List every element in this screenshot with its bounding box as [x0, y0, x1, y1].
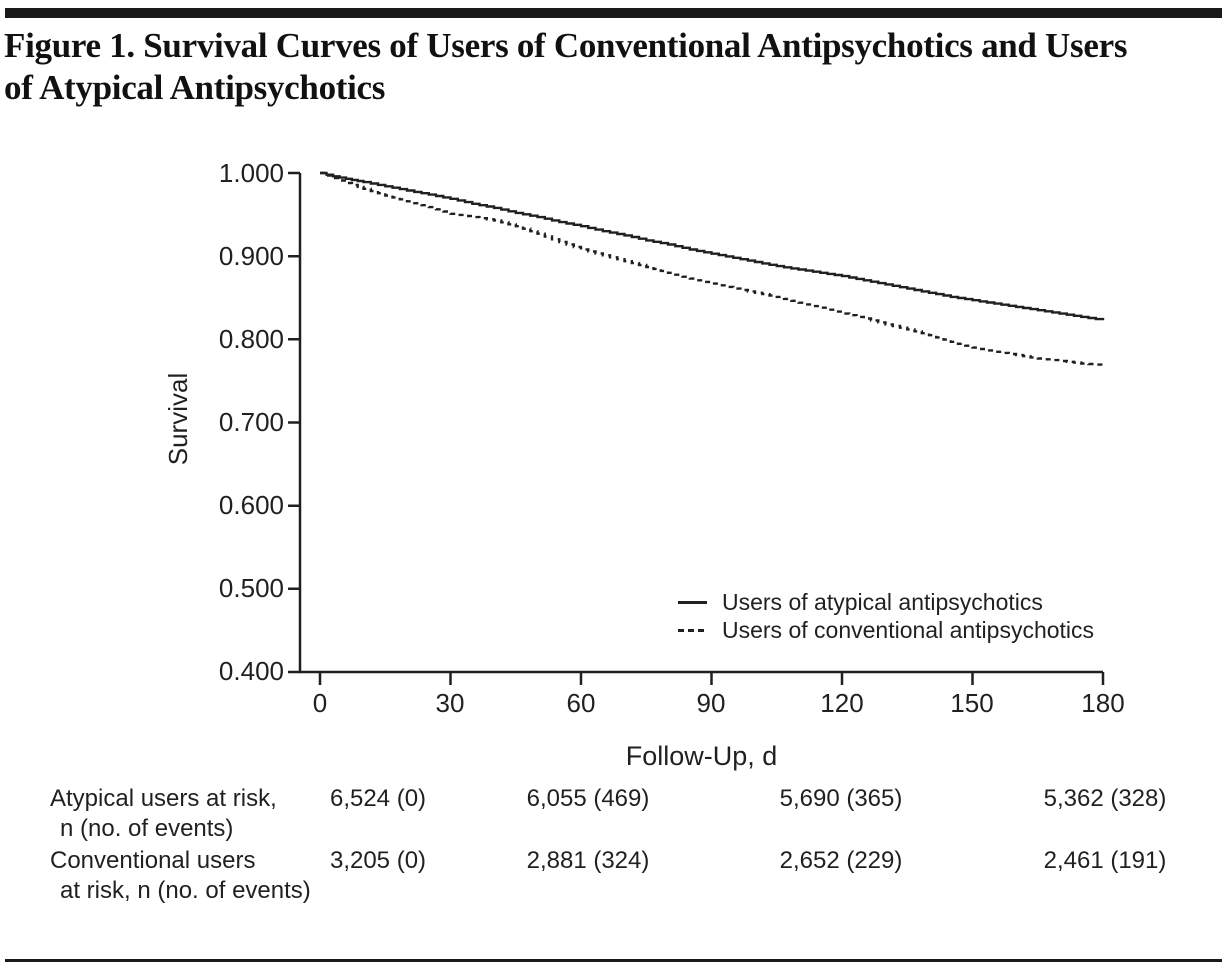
- risk-value: 6,524 (0): [329, 785, 427, 812]
- y-tick-label: 1.000: [218, 158, 284, 188]
- atypical-survival-curve: [320, 171, 1105, 321]
- top-rule: [5, 8, 1222, 18]
- x-tick-marks: [318, 672, 1105, 685]
- x-tick-label: 90: [696, 688, 726, 718]
- risk-value: 3,205 (0): [329, 847, 427, 874]
- y-tick-label: 0.700: [218, 407, 284, 437]
- bottom-rule: [5, 959, 1222, 962]
- risk-value: 2,461 (191): [1043, 847, 1167, 874]
- risk-value: 2,652 (229): [779, 847, 903, 874]
- x-axis-label: Follow-Up, d: [625, 741, 778, 771]
- y-axis-label: Survival: [163, 372, 193, 466]
- legend-label: Users of atypical antipsychotics: [722, 589, 1043, 615]
- y-tick-label: 0.800: [218, 324, 284, 354]
- x-tick-label: 120: [820, 688, 864, 718]
- conventional-survival-curve: [320, 171, 1105, 366]
- risk-row-label: Conventional users: [50, 847, 256, 874]
- risk-value: 5,362 (328): [1043, 785, 1167, 812]
- legend-item-conventional: Users of conventional antipsychotics: [676, 616, 1196, 644]
- y-tick-label: 0.600: [218, 490, 284, 520]
- y-tick-marks: [288, 171, 300, 674]
- x-tick-label: 150: [950, 688, 994, 718]
- y-tick-label: 0.500: [218, 573, 284, 603]
- survival-chart: [288, 171, 1105, 685]
- risk-row-label: at risk, n (no. of events): [60, 877, 311, 904]
- x-tick-label: 0: [312, 688, 328, 718]
- risk-value: 5,690 (365): [779, 785, 903, 812]
- legend-dashed-line-icon: [678, 629, 707, 632]
- x-tick-label: 30: [435, 688, 465, 718]
- legend-label: Users of conventional antipsychotics: [722, 617, 1095, 643]
- risk-row-label: Atypical users at risk,: [50, 785, 277, 812]
- y-tick-label: 0.400: [218, 656, 284, 686]
- risk-row-label: n (no. of events): [60, 815, 234, 842]
- risk-value: 6,055 (469): [526, 785, 650, 812]
- risk-value: 2,881 (324): [526, 847, 650, 874]
- legend-item-atypical: Users of atypical antipsychotics: [676, 588, 1196, 616]
- x-tick-label: 60: [566, 688, 596, 718]
- figure-title-line2: of Atypical Antipsychotics: [4, 68, 386, 107]
- figure-title: Figure 1. Survival Curves of Users of Co…: [4, 26, 1128, 65]
- y-tick-label: 0.900: [218, 241, 284, 271]
- x-tick-label: 180: [1081, 688, 1125, 718]
- legend-solid-line-icon: [678, 601, 707, 604]
